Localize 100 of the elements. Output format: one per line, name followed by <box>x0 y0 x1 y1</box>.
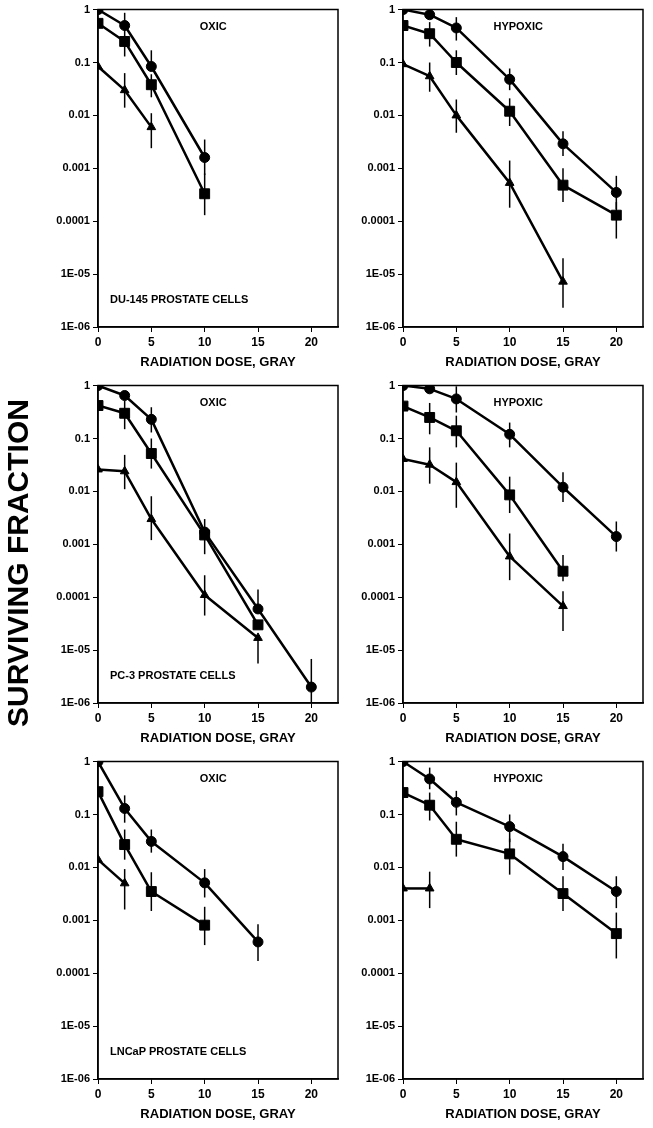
y-tick-label: 0.0001 <box>361 214 395 227</box>
y-tick-label: 0.1 <box>74 807 90 820</box>
x-axis-title: RADIATION DOSE, GRAY <box>445 353 601 369</box>
y-tick-label: 1E-06 <box>60 696 90 709</box>
point <box>450 22 462 34</box>
text: OXIC <box>199 396 227 409</box>
point <box>450 833 462 845</box>
x-tick-label: 15 <box>556 334 570 349</box>
text: OXIC <box>199 20 227 33</box>
point <box>504 848 516 860</box>
annotation: LNCaP PROSTATE CELLS <box>110 1044 247 1057</box>
x-tick-label: 0 <box>399 334 407 349</box>
point <box>145 886 157 897</box>
y-tick-label: 1E-05 <box>60 643 90 656</box>
y-tick-label: 0.1 <box>379 55 395 68</box>
y-tick-label: 0.01 <box>68 108 90 121</box>
point <box>145 448 157 459</box>
point <box>145 61 157 73</box>
x-tick-label: 20 <box>304 334 319 349</box>
point <box>424 459 435 468</box>
point <box>610 186 622 198</box>
x-tick-label: 10 <box>502 334 517 349</box>
point <box>610 209 622 221</box>
y-tick-label: 1 <box>83 754 90 767</box>
point <box>451 109 462 119</box>
y-tick-label: 1E-05 <box>60 267 90 280</box>
point <box>504 821 516 833</box>
x-tick-label: 15 <box>251 334 265 349</box>
point <box>424 412 436 423</box>
point <box>119 407 131 419</box>
point <box>119 36 131 47</box>
y-tick-label: 0.0001 <box>56 214 90 227</box>
y-tick-label: 0.1 <box>74 431 90 444</box>
x-tick-label: 10 <box>197 710 212 725</box>
x-tick-label: 20 <box>609 710 624 725</box>
point <box>119 20 131 32</box>
x-tick-label: 15 <box>556 710 570 725</box>
y-tick-label: 1 <box>83 378 90 391</box>
x-axis-title: RADIATION DOSE, GRAY <box>445 1105 601 1121</box>
x-tick-label: 0 <box>94 334 102 349</box>
x-tick-label: 5 <box>147 710 155 725</box>
y-tick-label: 0.001 <box>367 161 395 174</box>
point <box>119 802 131 814</box>
x-tick-label: 5 <box>147 1086 155 1101</box>
point <box>557 888 569 900</box>
x-tick-label: 20 <box>304 710 319 725</box>
point <box>145 79 157 91</box>
y-tick-label: 0.0001 <box>361 590 395 603</box>
point <box>199 589 210 599</box>
x-tick-label: 15 <box>251 1086 265 1101</box>
y-tick-label: 1E-06 <box>365 696 395 709</box>
y-tick-label: 1E-06 <box>365 1072 395 1085</box>
point <box>504 489 516 501</box>
x-tick-label: 5 <box>147 334 155 349</box>
text: HYPOXIC <box>493 20 544 33</box>
point <box>424 28 436 40</box>
y-tick-label: 1 <box>83 2 90 15</box>
x-tick-label: 5 <box>452 1086 460 1101</box>
point <box>424 799 436 811</box>
point <box>199 919 211 931</box>
point <box>610 928 622 940</box>
y-tick-label: 0.0001 <box>361 966 395 979</box>
point <box>450 57 462 68</box>
x-tick-label: 10 <box>197 1086 212 1101</box>
point <box>145 413 157 425</box>
y-tick-label: 1E-05 <box>365 1019 395 1032</box>
point <box>450 393 462 405</box>
y-tick-label: 1E-05 <box>60 1019 90 1032</box>
point <box>450 425 462 437</box>
y-tick-label: 1 <box>388 378 395 391</box>
y-tick-label: 0.0001 <box>56 590 90 603</box>
x-tick-label: 5 <box>452 334 460 349</box>
y-tick-label: 0.01 <box>68 484 90 497</box>
y-tick-label: 1E-06 <box>60 1072 90 1085</box>
y-tick-label: 1E-06 <box>365 320 395 333</box>
y-tick-label: 0.001 <box>62 913 90 926</box>
y-tick-label: 1 <box>388 754 395 767</box>
y-tick-label: 0.1 <box>379 431 395 444</box>
y-tick-label: 0.001 <box>62 537 90 550</box>
point <box>252 619 264 631</box>
annotation: PC-3 PROSTATE CELLS <box>110 668 236 681</box>
x-tick-label: 10 <box>502 1086 517 1101</box>
text: OXIC <box>199 772 227 785</box>
y-tick-label: 0.01 <box>68 860 90 873</box>
x-axis-title: RADIATION DOSE, GRAY <box>140 1105 296 1121</box>
y-tick-label: 0.1 <box>379 807 395 820</box>
x-tick-label: 15 <box>251 710 265 725</box>
point <box>199 188 211 200</box>
y-tick-label: 0.1 <box>74 55 90 68</box>
point <box>504 105 516 117</box>
y-tick-label: 1E-06 <box>60 320 90 333</box>
y-tick-label: 0.01 <box>373 860 395 873</box>
x-tick-label: 0 <box>94 1086 102 1101</box>
annotation: DU-145 PROSTATE CELLS <box>110 292 249 305</box>
x-tick-label: 0 <box>94 710 102 725</box>
x-tick-label: 20 <box>304 1086 319 1101</box>
y-tick-label: 1E-05 <box>365 643 395 656</box>
x-tick-label: 10 <box>502 710 517 725</box>
x-axis-title: RADIATION DOSE, GRAY <box>140 353 296 369</box>
text: HYPOXIC <box>493 396 544 409</box>
